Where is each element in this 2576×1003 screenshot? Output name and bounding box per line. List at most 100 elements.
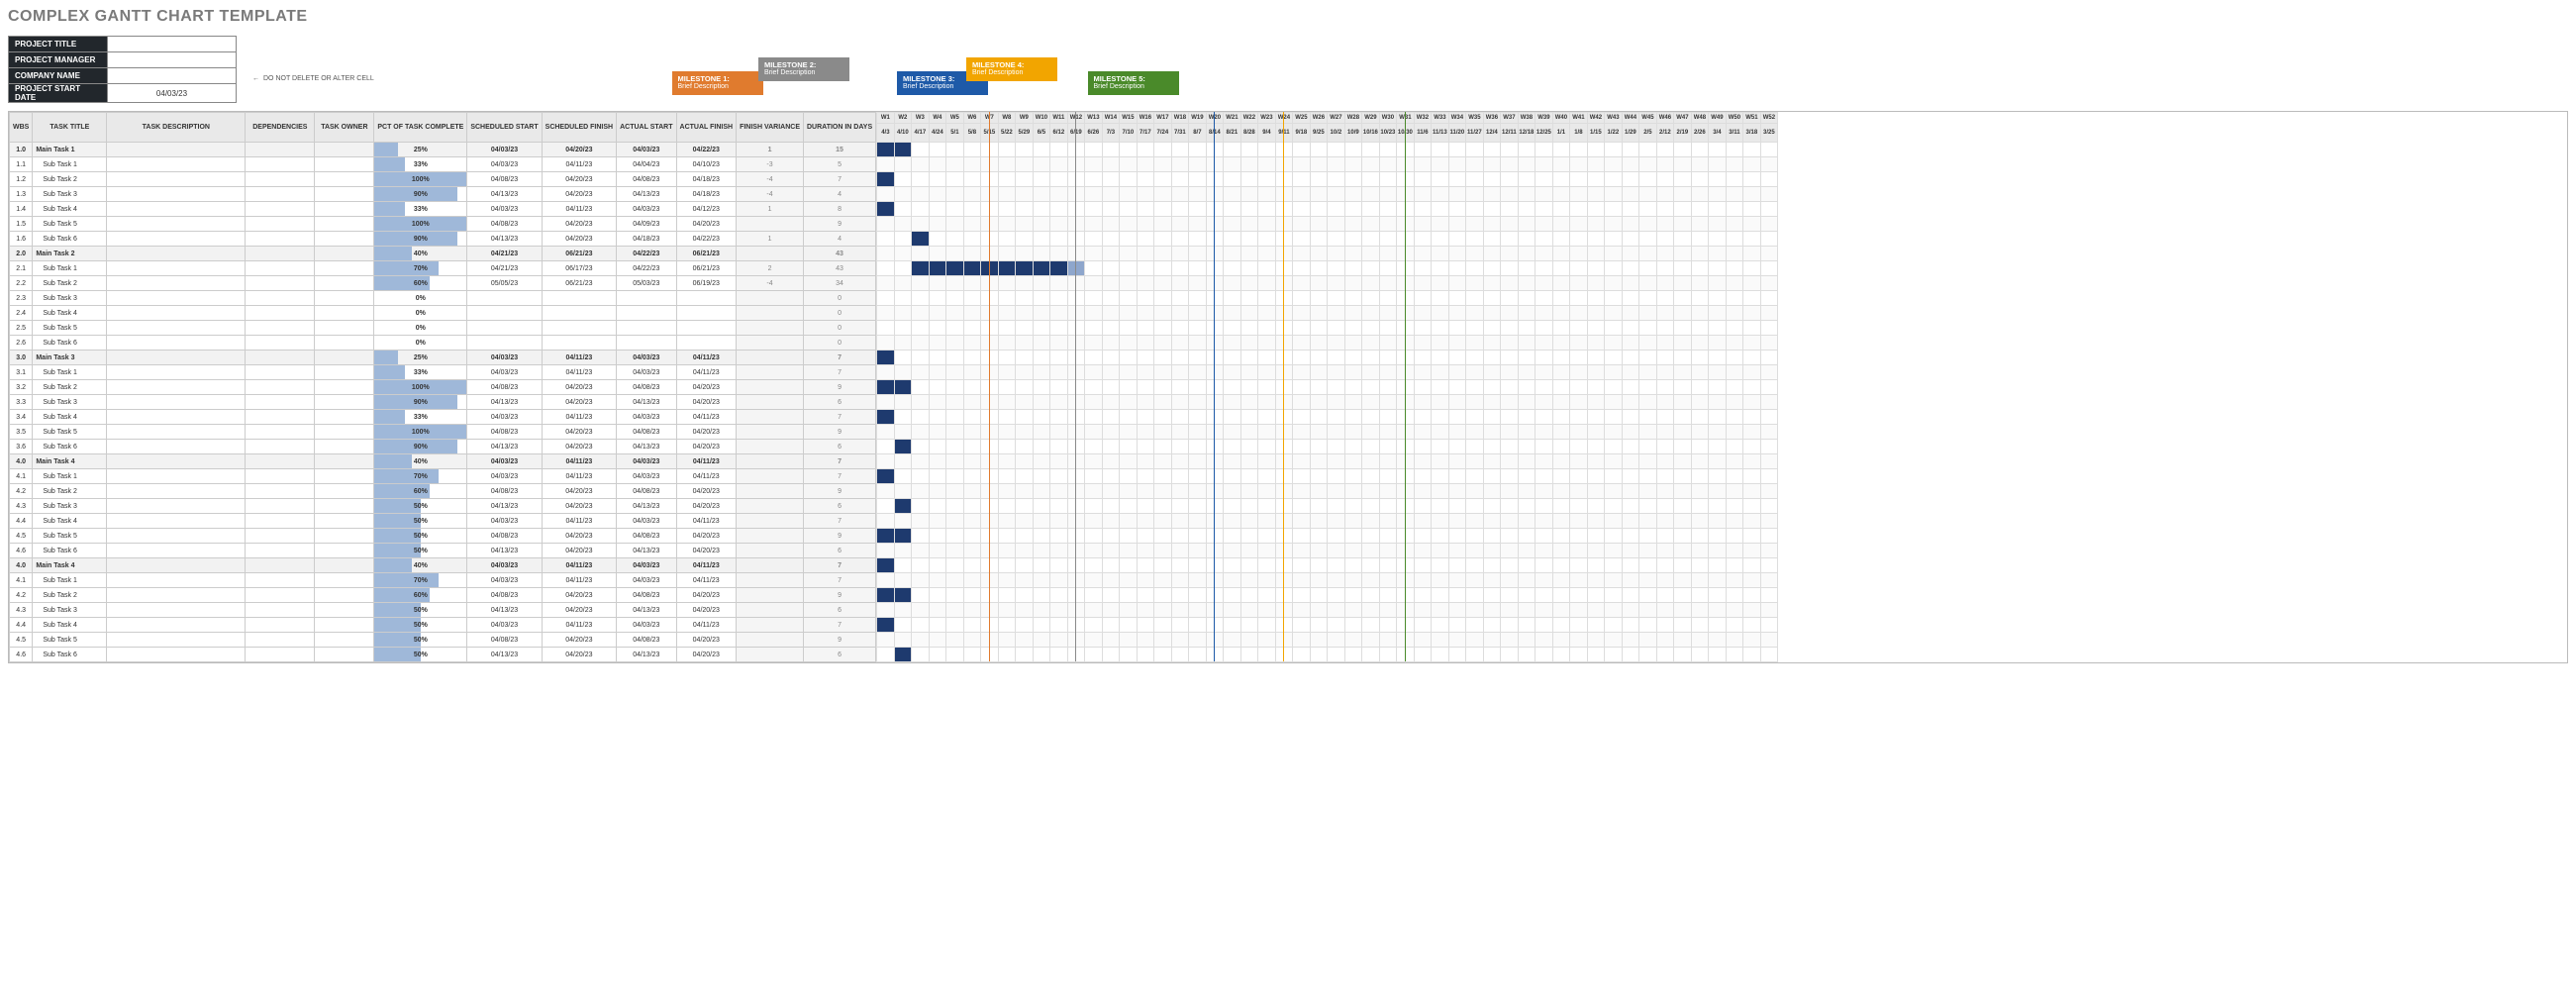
owner-cell[interactable] (315, 440, 374, 454)
timeline-cell[interactable] (1639, 514, 1657, 529)
timeline-cell[interactable] (1726, 202, 1743, 217)
timeline-cell[interactable] (1310, 306, 1328, 321)
timeline-cell[interactable] (1102, 157, 1120, 172)
timeline-cell[interactable] (1518, 469, 1536, 484)
timeline-cell[interactable] (1691, 306, 1709, 321)
sched-start-cell[interactable]: 04/03/23 (467, 514, 542, 529)
timeline-cell[interactable] (1414, 202, 1432, 217)
timeline-cell[interactable] (1189, 618, 1207, 633)
timeline-cell[interactable] (1171, 618, 1189, 633)
timeline-cell[interactable] (1293, 529, 1311, 544)
timeline-cell[interactable] (946, 306, 964, 321)
timeline-cell[interactable] (1674, 618, 1692, 633)
timeline-cell[interactable] (1518, 558, 1536, 573)
timeline-cell[interactable] (1310, 410, 1328, 425)
timeline-cell[interactable] (1518, 321, 1536, 336)
owner-cell[interactable] (315, 425, 374, 440)
task-title-cell[interactable]: Sub Task 3 (33, 395, 107, 410)
timeline-cell[interactable] (1518, 395, 1536, 410)
timeline-cell[interactable] (1120, 499, 1138, 514)
timeline-cell[interactable] (929, 187, 946, 202)
timeline-cell[interactable] (1328, 529, 1345, 544)
timeline-cell[interactable] (998, 261, 1016, 276)
timeline-cell[interactable] (1414, 157, 1432, 172)
actual-finish-cell[interactable]: 04/11/23 (676, 573, 737, 588)
timeline-cell[interactable] (1466, 573, 1484, 588)
owner-cell[interactable] (315, 499, 374, 514)
timeline-cell[interactable] (1224, 351, 1241, 365)
timeline-cell[interactable] (1587, 499, 1605, 514)
timeline-cell[interactable] (1605, 365, 1623, 380)
timeline-cell[interactable] (894, 276, 912, 291)
week-header[interactable]: W13 (1085, 113, 1103, 124)
timeline-cell[interactable] (1691, 365, 1709, 380)
week-header[interactable]: W42 (1587, 113, 1605, 124)
timeline-cell[interactable] (1501, 425, 1519, 440)
timeline-cell[interactable] (1414, 633, 1432, 648)
timeline-cell[interactable] (998, 633, 1016, 648)
timeline-cell[interactable] (1414, 499, 1432, 514)
timeline-cell[interactable] (1587, 143, 1605, 157)
task-title-cell[interactable]: Sub Task 4 (33, 202, 107, 217)
actual-start-cell[interactable]: 04/13/23 (617, 499, 676, 514)
timeline-cell[interactable] (1033, 187, 1050, 202)
timeline-cell[interactable] (1016, 544, 1034, 558)
timeline-cell[interactable] (1552, 202, 1570, 217)
timeline-cell[interactable] (1570, 202, 1588, 217)
duration-cell[interactable]: 9 (804, 588, 876, 603)
variance-cell[interactable] (737, 247, 804, 261)
timeline-cell[interactable] (1085, 276, 1103, 291)
date-header[interactable]: 4/24 (929, 124, 946, 143)
task-title-cell[interactable]: Main Task 4 (33, 454, 107, 469)
timeline-cell[interactable] (1224, 217, 1241, 232)
timeline-cell[interactable] (1656, 276, 1674, 291)
timeline-cell[interactable] (1726, 633, 1743, 648)
timeline-cell[interactable] (1518, 499, 1536, 514)
timeline-cell[interactable] (1570, 172, 1588, 187)
timeline-cell[interactable] (1743, 380, 1761, 395)
timeline-cell[interactable] (1448, 380, 1466, 395)
timeline-cell[interactable] (1154, 603, 1172, 618)
timeline-cell[interactable] (1189, 380, 1207, 395)
sched-start-cell[interactable] (467, 321, 542, 336)
timeline-cell[interactable] (1518, 633, 1536, 648)
timeline-cell[interactable] (1691, 261, 1709, 276)
timeline-cell[interactable] (1639, 217, 1657, 232)
date-header[interactable]: 6/5 (1033, 124, 1050, 143)
duration-cell[interactable]: 43 (804, 261, 876, 276)
timeline-cell[interactable] (946, 157, 964, 172)
timeline-cell[interactable] (1189, 529, 1207, 544)
timeline-cell[interactable] (877, 187, 895, 202)
timeline-cell[interactable] (946, 172, 964, 187)
timeline-cell[interactable] (1328, 321, 1345, 336)
timeline-cell[interactable] (1362, 648, 1380, 662)
timeline-cell[interactable] (1743, 336, 1761, 351)
week-header[interactable]: W52 (1760, 113, 1778, 124)
task-title-cell[interactable]: Sub Task 6 (33, 336, 107, 351)
timeline-cell[interactable] (1518, 232, 1536, 247)
timeline-cell[interactable] (1587, 247, 1605, 261)
timeline-cell[interactable] (1709, 365, 1727, 380)
timeline-cell[interactable] (1726, 157, 1743, 172)
timeline-cell[interactable] (1726, 425, 1743, 440)
timeline-cell[interactable] (1085, 247, 1103, 261)
task-title-cell[interactable]: Sub Task 3 (33, 291, 107, 306)
timeline-cell[interactable] (1240, 440, 1258, 454)
timeline-cell[interactable] (1760, 410, 1778, 425)
timeline-cell[interactable] (1171, 336, 1189, 351)
timeline-cell[interactable] (1432, 261, 1449, 276)
timeline-cell[interactable] (1344, 603, 1362, 618)
timeline-cell[interactable] (1622, 232, 1639, 247)
timeline-cell[interactable] (1552, 380, 1570, 395)
timeline-cell[interactable] (1293, 410, 1311, 425)
timeline-cell[interactable] (1466, 484, 1484, 499)
timeline-cell[interactable] (1709, 573, 1727, 588)
timeline-cell[interactable] (1189, 633, 1207, 648)
dependencies-cell[interactable] (246, 514, 315, 529)
owner-cell[interactable] (315, 380, 374, 395)
timeline-cell[interactable] (1656, 529, 1674, 544)
timeline-cell[interactable] (1224, 336, 1241, 351)
timeline-cell[interactable] (1622, 469, 1639, 484)
wbs-cell[interactable]: 1.0 (10, 143, 33, 157)
timeline-cell[interactable] (1536, 395, 1553, 410)
